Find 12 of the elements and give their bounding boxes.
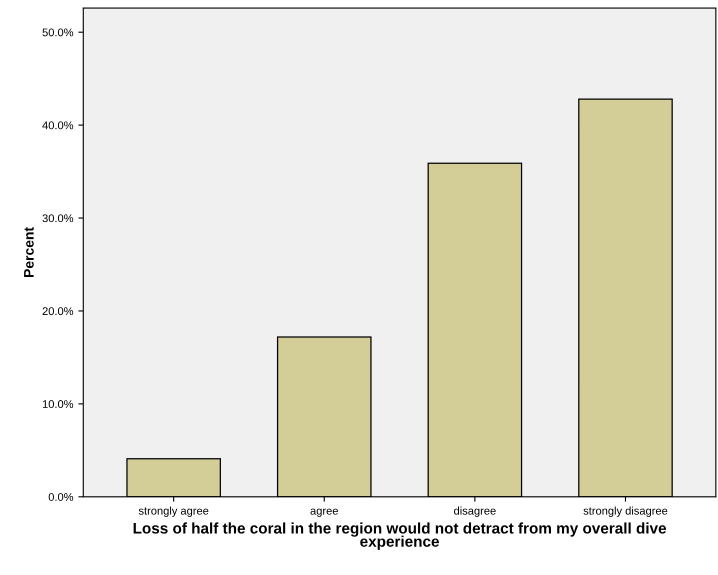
y-tick-label: 20.0%	[42, 307, 74, 316]
x-tick-label: agree	[310, 508, 338, 517]
y-tick-label: 30.0%	[42, 214, 74, 222]
x-axis-title: Loss of half the coral in the region would not detract from my overall dive experience	[134, 522, 666, 550]
x-tick-label: strongly agree	[138, 506, 208, 517]
y-tick-label: 10.0%	[42, 400, 74, 408]
x-tick-label: strongly disagree	[583, 506, 668, 517]
y-axis-title: Percent	[24, 227, 34, 277]
y-tick-label: 40.0%	[42, 121, 74, 130]
y-tick-label: 0.0%	[48, 493, 74, 501]
y-tick-label: 50.0%	[42, 28, 74, 36]
x-tick-label: disagree	[454, 506, 496, 517]
